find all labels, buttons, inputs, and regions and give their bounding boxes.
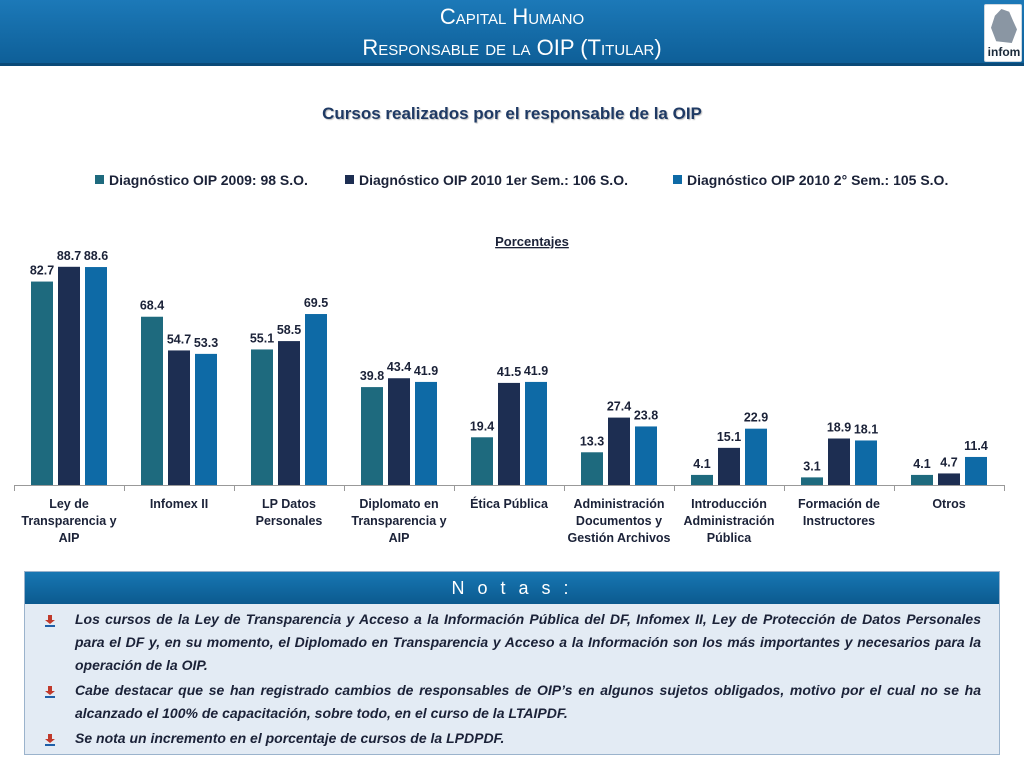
data-label: 82.7 xyxy=(30,264,54,278)
data-label: 4.7 xyxy=(940,455,957,469)
category-label: LP Datos Personales xyxy=(256,497,323,528)
data-label: 11.4 xyxy=(964,439,988,453)
legend-label: Diagnóstico OIP 2010 2° Sem.: 105 S.O. xyxy=(687,172,948,188)
data-label: 22.9 xyxy=(744,411,768,425)
data-label: 4.1 xyxy=(693,457,710,471)
legend-swatch xyxy=(95,175,104,184)
bar xyxy=(801,477,823,485)
bar xyxy=(691,474,713,485)
category-label: Infomex II xyxy=(150,497,208,511)
bar-chart: Diagnóstico OIP 2009: 98 S.O. Diagnóstico… xyxy=(14,172,1005,545)
bar xyxy=(388,378,410,485)
header-bar: Capital Humano Responsable de la OIP (Ti… xyxy=(0,0,1024,66)
bullet-arrow-icon xyxy=(45,686,55,698)
bar xyxy=(361,387,383,485)
bar xyxy=(471,437,493,485)
bar xyxy=(525,381,547,485)
bar xyxy=(855,440,877,485)
category-label: Administración Documentos y Gestión Archiv… xyxy=(567,497,670,545)
data-label: 88.7 xyxy=(57,249,81,263)
bullet-arrow-icon xyxy=(45,615,55,627)
data-label: 18.1 xyxy=(854,422,878,436)
category-label: Ética Pública xyxy=(470,496,549,511)
note-text: Se nota un incremento en el porcentaje d… xyxy=(75,730,505,746)
bar xyxy=(938,473,960,485)
data-label: 54.7 xyxy=(167,332,191,346)
data-label: 68.4 xyxy=(140,299,164,313)
bar xyxy=(608,417,630,485)
bullet-arrow-icon xyxy=(45,734,55,746)
chart-annotation: Porcentajes xyxy=(495,234,569,249)
infodf-logo: infom xyxy=(984,4,1022,62)
notes-list: Los cursos de la Ley de Transparencia y … xyxy=(25,604,999,750)
page-subtitle: Responsable de la OIP (Titular) xyxy=(362,35,662,60)
bar xyxy=(635,426,657,485)
category-label: Introducción Administración Pública xyxy=(684,497,775,545)
data-label: 53.3 xyxy=(194,336,218,350)
legend-swatch xyxy=(345,175,354,184)
data-label: 69.5 xyxy=(304,296,328,310)
legend-label: Diagnóstico OIP 2010 1er Sem.: 106 S.O. xyxy=(359,172,628,188)
note-item: Se nota un incremento en el porcentaje d… xyxy=(45,727,981,750)
data-label: 27.4 xyxy=(607,400,631,414)
category-label: Otros xyxy=(932,497,965,511)
data-label: 41.9 xyxy=(524,364,548,378)
data-label: 23.8 xyxy=(634,408,658,422)
bar xyxy=(251,349,273,485)
bar xyxy=(31,281,53,485)
bar xyxy=(581,452,603,485)
bar xyxy=(911,474,933,485)
note-text: Cabe destacar que se han registrado camb… xyxy=(75,682,981,721)
category-label: Ley de Transparencia y AIP xyxy=(21,497,116,545)
legend-label: Diagnóstico OIP 2009: 98 S.O. xyxy=(109,172,308,188)
notes-title: N o t a s : xyxy=(25,572,999,604)
bar xyxy=(745,428,767,485)
data-label: 88.6 xyxy=(84,249,108,263)
map-icon xyxy=(991,9,1017,43)
bar xyxy=(718,447,740,485)
data-label: 3.1 xyxy=(803,459,820,473)
bar xyxy=(141,316,163,485)
bar xyxy=(85,267,107,485)
bar xyxy=(305,314,327,485)
notes-panel: N o t a s : Los cursos de la Ley de Tran… xyxy=(24,571,1000,755)
bar xyxy=(498,382,520,485)
chart-title: Cursos realizados por el responsable de … xyxy=(322,104,702,123)
data-label: 4.1 xyxy=(913,457,930,471)
data-label: 58.5 xyxy=(277,323,301,337)
data-label: 13.3 xyxy=(580,434,604,448)
legend-swatch xyxy=(673,175,682,184)
data-label: 18.9 xyxy=(827,421,851,435)
bar xyxy=(828,438,850,485)
category-label: Formación de Instructores xyxy=(798,497,880,528)
bar xyxy=(965,456,987,485)
note-item: Cabe destacar que se han registrado camb… xyxy=(45,679,981,725)
bar xyxy=(58,266,80,485)
data-label: 19.4 xyxy=(470,419,494,433)
category-label: Diplomato en Transparencia y AIP xyxy=(351,497,446,545)
note-text: Los cursos de la Ley de Transparencia y … xyxy=(75,611,981,673)
data-label: 43.4 xyxy=(387,360,411,374)
note-item: Los cursos de la Ley de Transparencia y … xyxy=(45,608,981,677)
data-label: 15.1 xyxy=(717,430,741,444)
data-label: 41.9 xyxy=(414,364,438,378)
data-label: 39.8 xyxy=(360,369,384,383)
bar xyxy=(168,350,190,485)
bar xyxy=(195,353,217,485)
data-label: 55.1 xyxy=(250,331,274,345)
logo-text: infom xyxy=(987,45,1021,59)
bar xyxy=(415,381,437,485)
page-title: Capital Humano xyxy=(439,4,585,29)
bar xyxy=(278,341,300,485)
data-label: 41.5 xyxy=(497,365,521,379)
